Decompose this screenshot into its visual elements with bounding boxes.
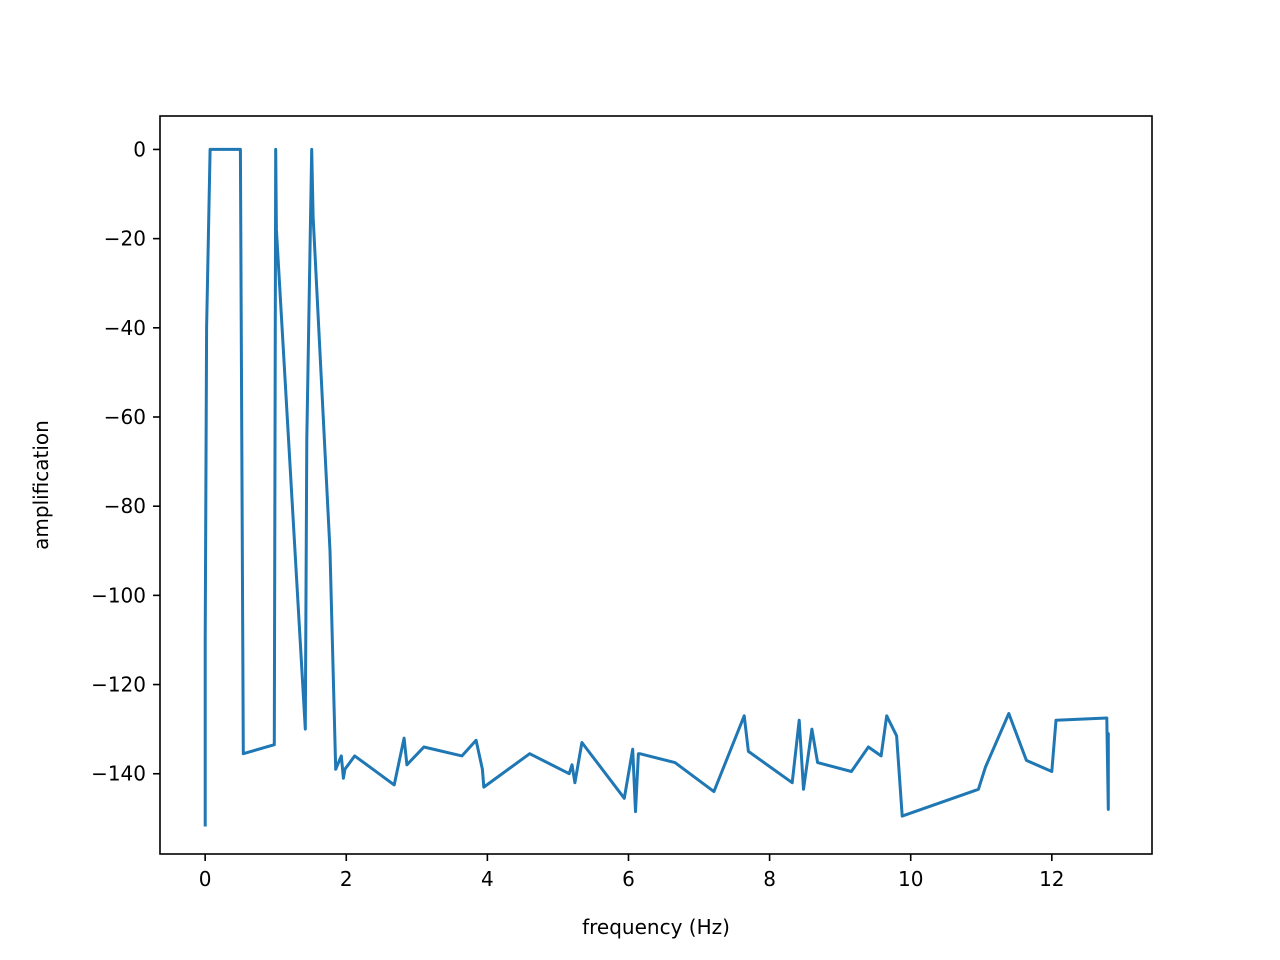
x-tick-label: 8 [763, 867, 776, 891]
x-tick-label: 2 [340, 867, 353, 891]
plot-frame [159, 115, 1153, 855]
x-tick-label: 0 [199, 867, 212, 891]
y-tick-label: 0 [133, 137, 146, 161]
plot-area [160, 116, 1152, 854]
y-tick-label: −60 [104, 405, 146, 429]
y-tick-label: −20 [104, 227, 146, 251]
x-tick-label: 10 [898, 867, 923, 891]
y-tick-label: −40 [104, 316, 146, 340]
y-tick-label: −140 [91, 762, 146, 786]
y-axis: 0 −20 −40 −60 −80 −100 −120 −140 [91, 137, 160, 786]
x-tick-label: 6 [622, 867, 635, 891]
x-tick-label: 4 [481, 867, 494, 891]
x-axis-label: frequency (Hz) [582, 915, 730, 939]
y-tick-label: −80 [104, 494, 146, 518]
x-axis: 0 2 4 6 8 10 12 [199, 854, 1065, 891]
y-axis-label: amplification [29, 420, 53, 550]
y-tick-label: −120 [91, 673, 146, 697]
y-tick-label: −100 [91, 583, 146, 607]
series-line [203, 147, 1110, 827]
x-tick-label: 12 [1039, 867, 1064, 891]
